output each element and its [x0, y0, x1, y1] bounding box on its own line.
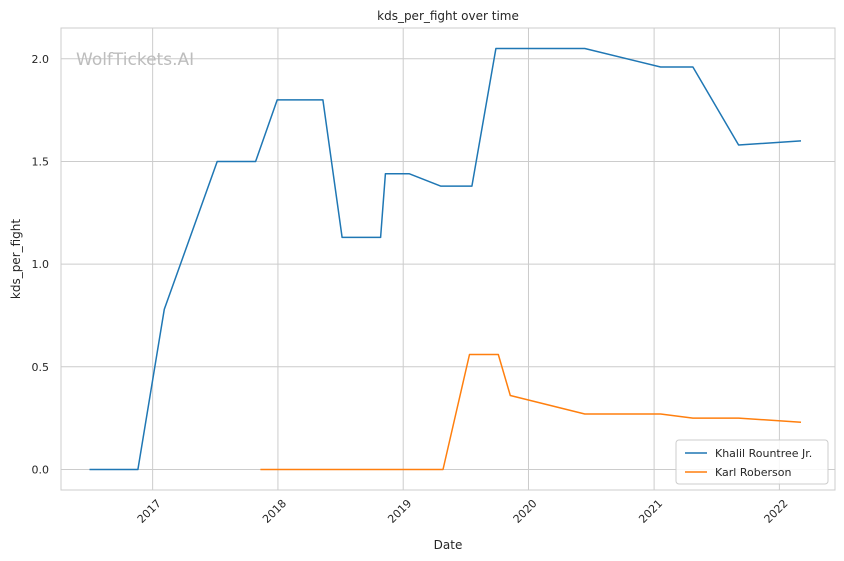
x-tick-label: 2019 — [385, 497, 414, 526]
y-tick-labels: 0.0 0.5 1.0 1.5 2.0 — [32, 53, 50, 477]
y-tick-label: 0.0 — [32, 463, 50, 476]
grid — [61, 28, 835, 490]
y-tick-label: 2.0 — [32, 53, 50, 66]
x-tick-label: 2022 — [762, 497, 791, 526]
x-tick-label: 2018 — [260, 497, 289, 526]
legend-box — [675, 439, 829, 485]
x-tick-labels: 2017 2018 2019 2020 2021 2022 — [135, 497, 791, 526]
legend-label: Karl Roberson — [715, 466, 791, 479]
x-tick-label: 2020 — [511, 497, 540, 526]
x-axis-title: Date — [434, 538, 463, 552]
watermark: WolfTickets.AI — [76, 50, 194, 70]
series-line — [89, 47, 802, 471]
legend-label: Khalil Rountree Jr. — [715, 447, 812, 460]
series-lines — [89, 47, 802, 471]
y-tick-label: 0.5 — [32, 361, 50, 374]
x-tick-label: 2021 — [636, 497, 665, 526]
series-line — [260, 353, 802, 471]
y-tick-label: 1.5 — [32, 155, 50, 168]
x-tick-label: 2017 — [135, 497, 164, 526]
chart-title: kds_per_fight over time — [377, 9, 519, 23]
y-tick-label: 1.0 — [32, 258, 50, 271]
plot-frame — [60, 27, 836, 491]
y-axis-title: kds_per_fight — [9, 219, 23, 300]
legend: Khalil Rountree Jr. Karl Roberson — [675, 439, 829, 485]
